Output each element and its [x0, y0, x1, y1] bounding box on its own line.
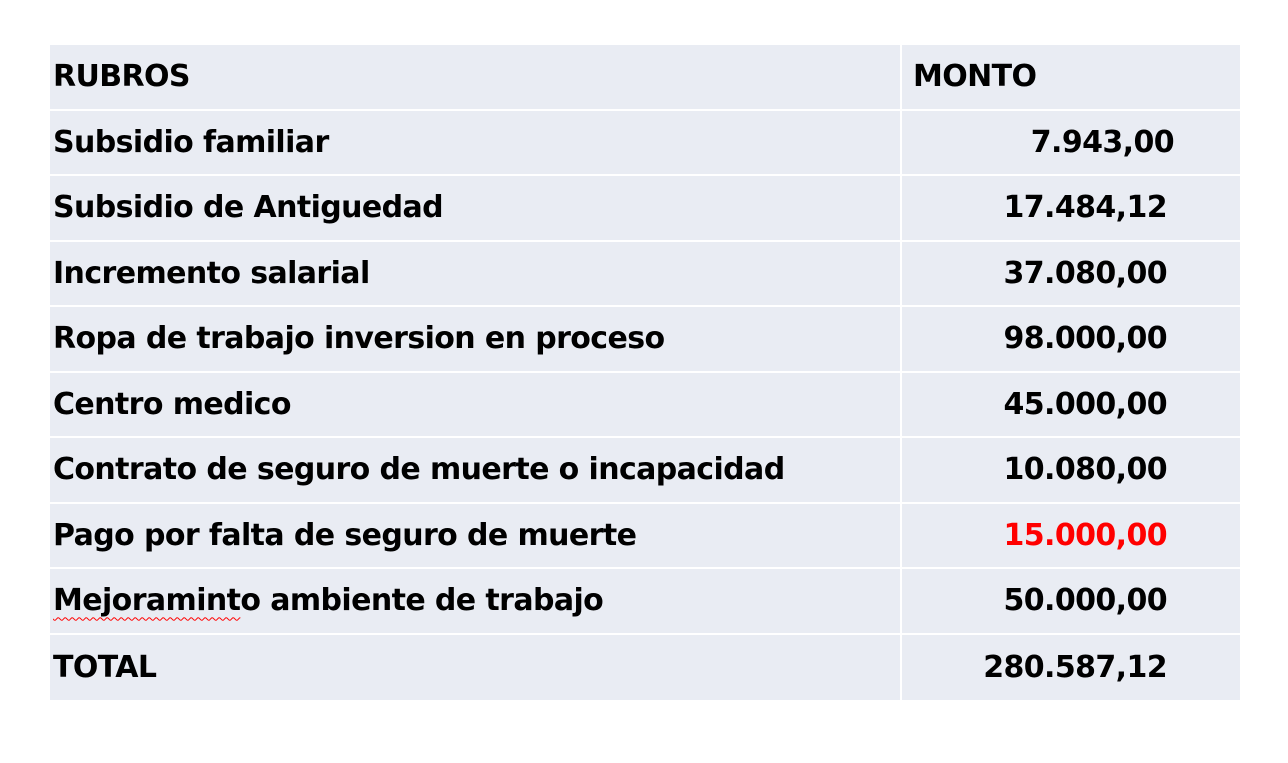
misspelled-word[interactable]: Mejoramint	[53, 583, 241, 619]
rubro-cell: Subsidio de Antiguedad	[50, 176, 902, 240]
table-row: Subsidio familiar 7.943,00	[50, 110, 1240, 176]
monto-cell: 45.000,00	[1003, 386, 1167, 422]
table-header-row: RUBROS MONTO	[50, 45, 1240, 111]
rubro-cell-rest: o ambiente de trabajo	[240, 583, 604, 619]
monto-cell-highlighted: 15.000,00	[1003, 517, 1167, 553]
rubro-cell: Ropa de trabajo inversion en proceso	[50, 307, 902, 371]
monto-cell: 37.080,00	[1003, 255, 1167, 291]
table-row: Ropa de trabajo inversion en proceso 98.…	[50, 307, 1240, 373]
table-row: Incremento salarial 37.080,00	[50, 241, 1240, 307]
rubro-cell: Contrato de seguro de muerte o incapacid…	[50, 438, 902, 502]
monto-cell: 17.484,12	[1003, 190, 1167, 226]
monto-cell: 10.080,00	[1003, 452, 1167, 488]
table-row: Contrato de seguro de muerte o incapacid…	[50, 438, 1240, 504]
rubro-cell: Centro medico	[50, 372, 902, 436]
total-label: TOTAL	[50, 634, 902, 700]
monto-cell: 98.000,00	[1003, 321, 1167, 357]
rubros-header: RUBROS	[50, 45, 902, 109]
rubro-cell: Pago por falta de seguro de muerte	[50, 503, 902, 567]
table-row: Subsidio de Antiguedad 17.484,12	[50, 176, 1240, 242]
monto-header: MONTO	[913, 59, 1037, 95]
rubro-cell: Incremento salarial	[50, 241, 902, 305]
table-row: Mejoramint o ambiente de trabajo 50.000,0…	[50, 569, 1240, 635]
rubros-table: RUBROS MONTO Subsidio familiar 7.943,00 …	[50, 45, 1240, 700]
rubro-cell: Subsidio familiar	[50, 110, 902, 174]
total-row: TOTAL 280.587,12	[50, 634, 1240, 700]
table-row: Pago por falta de seguro de muerte 15.00…	[50, 503, 1240, 569]
monto-cell: 7.943,00	[1030, 124, 1175, 160]
monto-cell: 50.000,00	[1003, 583, 1167, 619]
table-row: Centro medico 45.000,00	[50, 372, 1240, 438]
total-value: 280.587,12	[983, 649, 1167, 685]
rubro-cell: Mejoramint o ambiente de trabajo	[50, 569, 902, 633]
